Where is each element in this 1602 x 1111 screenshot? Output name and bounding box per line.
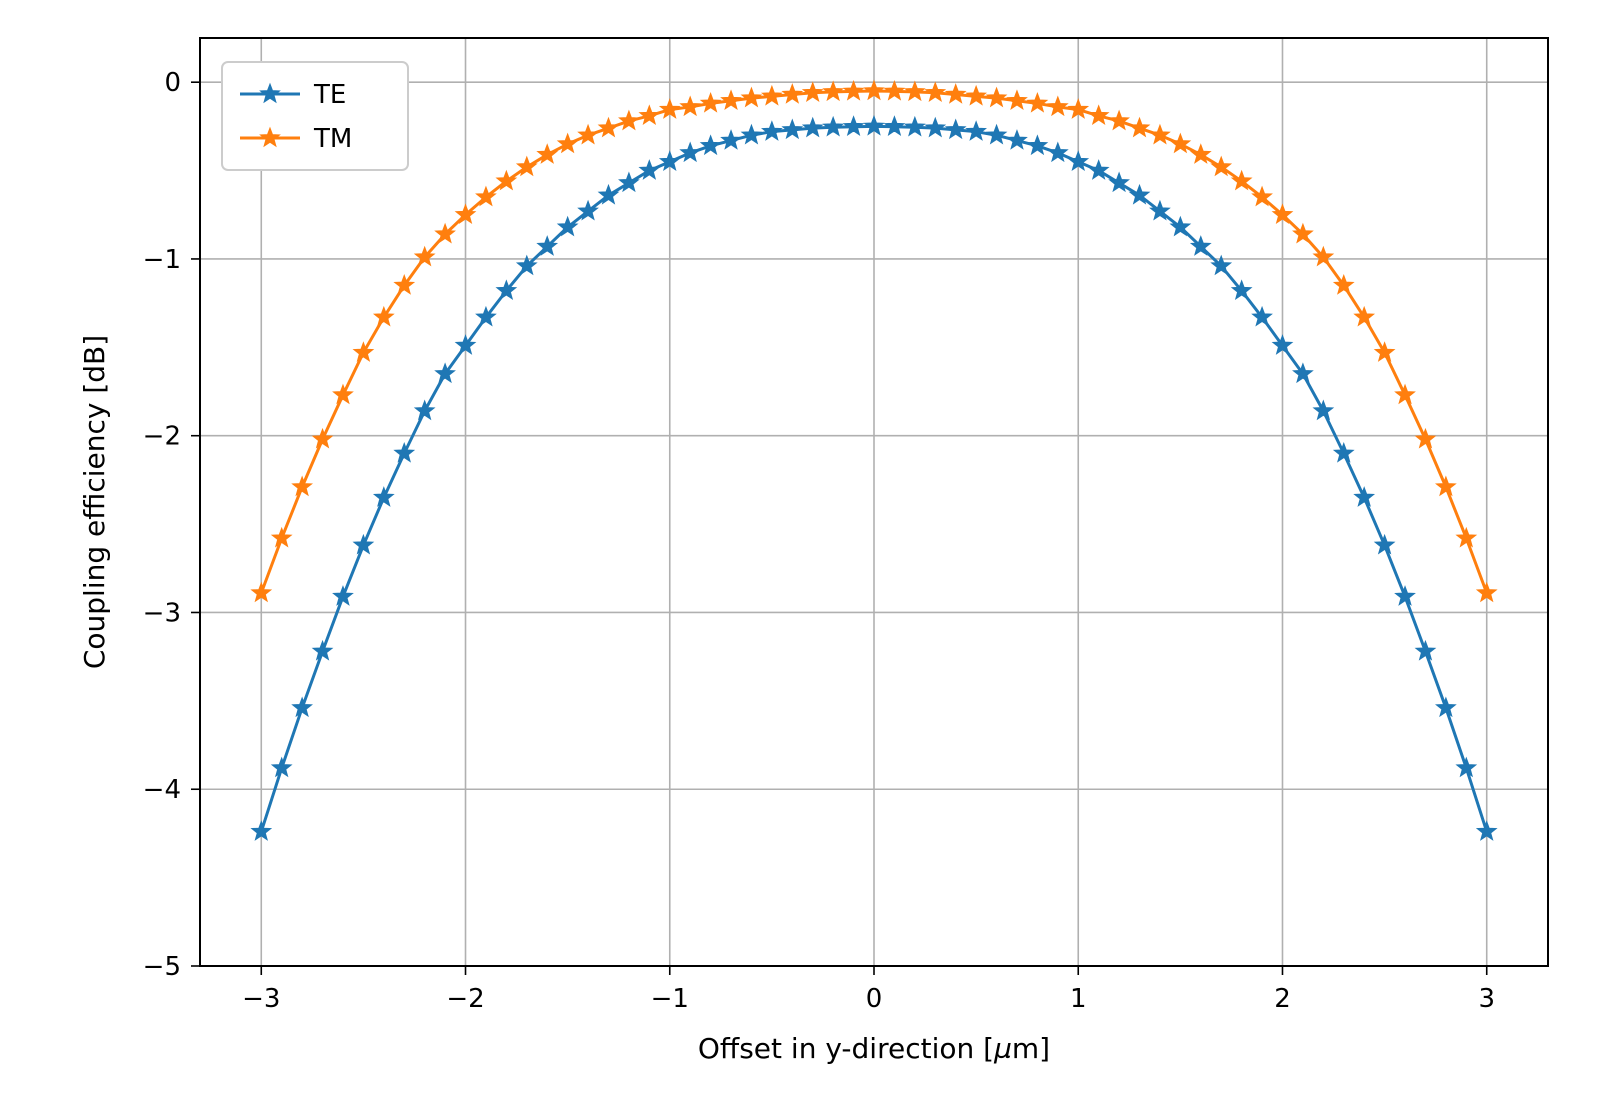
x-tick-label: 1 [1070,984,1087,1014]
y-tick-label: −2 [143,422,181,452]
legend-label-TE: TE [313,80,346,110]
x-tick-label: −2 [446,984,484,1014]
legend: TE TM [222,62,408,170]
y-tick-label: −4 [143,775,181,805]
x-tick-label: −1 [651,984,689,1014]
x-tick-label: −3 [242,984,280,1014]
x-axis-label: Offset in y-direction [µm] [698,1032,1050,1065]
chart-container: −3 −2 −1 0 1 2 3 Offset in y-direction [µm] −5 −4… [0,0,1602,1111]
y-tick-label: −5 [143,952,181,982]
y-axis-label: Coupling efficiency [dB] [78,335,111,669]
y-tick-label: 0 [164,68,181,98]
x-tick-label: 3 [1478,984,1495,1014]
y-tick-label: −1 [143,245,181,275]
chart-svg: −3 −2 −1 0 1 2 3 Offset in y-direction [µm] −5 −4… [0,0,1602,1111]
y-tick-label: −3 [143,598,181,628]
legend-label-TM: TM [313,124,352,154]
x-tick-label: 2 [1274,984,1291,1014]
x-tick-label: 0 [866,984,883,1014]
